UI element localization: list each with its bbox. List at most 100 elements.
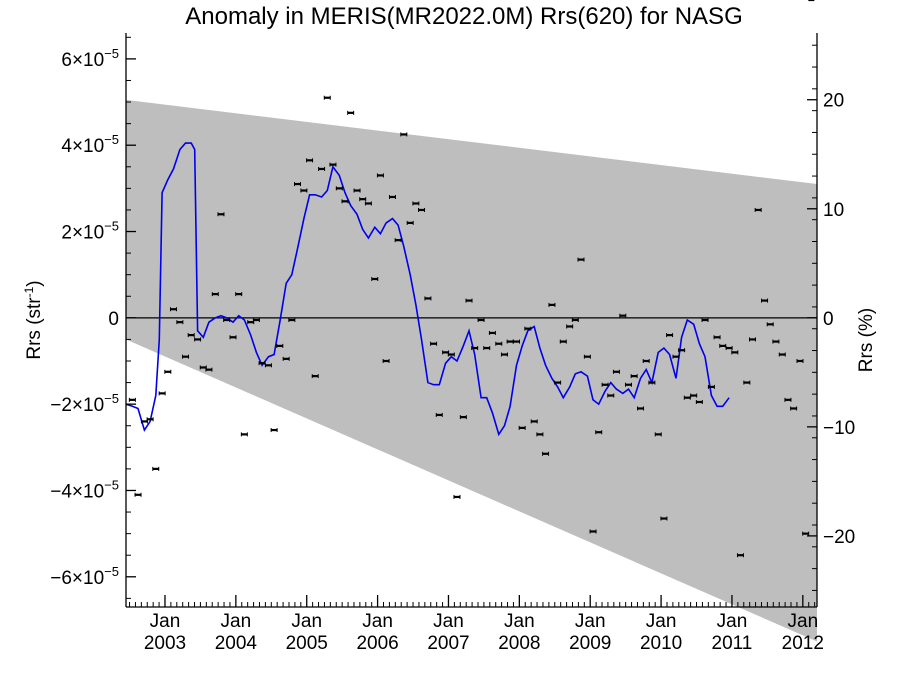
data-point <box>359 197 367 202</box>
data-point <box>796 359 804 363</box>
y-right-tick-label: 0 <box>823 309 834 330</box>
data-point <box>300 188 308 193</box>
data-point <box>536 432 544 437</box>
data-point <box>583 354 591 359</box>
x-tick-month-label: Jan <box>221 611 252 632</box>
y-right-tick-label: 20 <box>823 91 844 112</box>
data-point <box>701 318 709 322</box>
data-point <box>329 162 337 167</box>
data-point <box>542 451 550 456</box>
data-point <box>205 367 213 372</box>
data-point <box>624 382 632 387</box>
data-point <box>471 346 479 351</box>
data-point <box>513 339 521 344</box>
data-point <box>459 415 467 420</box>
data-point <box>353 188 361 193</box>
data-point <box>571 318 579 322</box>
data-point <box>672 354 680 359</box>
data-point <box>754 207 762 212</box>
y-left-tick-label: 0 <box>108 309 119 330</box>
data-point <box>654 432 662 437</box>
data-point <box>364 201 372 206</box>
y-left-tick-label: −2×10−5 <box>50 391 119 416</box>
data-point <box>595 430 603 435</box>
data-point <box>270 428 278 433</box>
data-point <box>648 380 656 385</box>
data-point <box>217 212 225 217</box>
data-point <box>306 158 314 163</box>
data-point <box>743 380 751 385</box>
data-point <box>382 359 390 363</box>
data-point <box>447 352 455 357</box>
uncertainty-band-layer <box>126 99 817 642</box>
x-tick-month-label: Jan <box>291 611 322 632</box>
data-point <box>164 369 172 374</box>
data-point <box>394 238 402 243</box>
data-point <box>323 95 331 100</box>
data-point <box>500 352 508 357</box>
anomaly-points-layer <box>128 0 815 558</box>
data-point <box>577 257 585 262</box>
plot-frame-layer <box>125 33 818 608</box>
data-point <box>736 553 744 558</box>
data-point <box>376 173 384 178</box>
x-tick-month-label: Jan <box>150 611 181 632</box>
y-right-tick-label: −10 <box>823 418 855 439</box>
data-point <box>566 324 574 329</box>
y-left-tick-label: 4×10−5 <box>61 132 119 157</box>
data-point <box>211 292 219 297</box>
x-tick-month-label: Jan <box>504 611 535 632</box>
data-point <box>187 333 195 338</box>
y-left-tick-label: −6×10−5 <box>50 564 119 589</box>
x-tick-year-label: 2010 <box>640 633 682 654</box>
data-point <box>524 326 532 331</box>
data-point <box>194 337 202 342</box>
y-right-tick-label: 10 <box>823 200 844 221</box>
data-point <box>642 359 650 363</box>
data-point <box>749 337 757 342</box>
data-point <box>695 400 703 404</box>
data-point <box>158 391 166 396</box>
data-point <box>371 277 379 281</box>
x-tick-month-label: Jan <box>717 611 748 632</box>
data-point <box>790 406 798 411</box>
data-point <box>223 318 231 322</box>
smoothed-series-layer <box>126 142 730 437</box>
data-point <box>559 339 567 344</box>
data-point <box>802 531 810 536</box>
data-point <box>678 348 686 353</box>
data-point <box>465 298 473 303</box>
x-tick-month-label: Jan <box>788 611 819 632</box>
chart-title: Anomaly in MERIS(MR2022.0M) Rrs(620) for… <box>185 3 742 30</box>
data-point <box>637 406 645 411</box>
data-point <box>778 352 786 357</box>
data-point <box>601 382 609 387</box>
smoothed-series-line <box>126 142 730 437</box>
data-point <box>169 307 177 312</box>
data-point <box>690 393 698 398</box>
y-left-tick-exponent: −5 <box>104 132 119 147</box>
data-point <box>435 412 443 417</box>
data-point <box>400 132 408 137</box>
data-point <box>288 318 296 322</box>
data-point <box>276 343 284 348</box>
data-point <box>530 419 538 424</box>
data-point <box>477 318 485 322</box>
y-left-tick-mantissa: 4×10 <box>61 136 104 157</box>
data-point <box>176 320 184 325</box>
data-point <box>418 207 426 212</box>
y-axis-left-label-close: ) <box>24 280 45 286</box>
axis-ticks-layer: 6×10−54×10−52×10−50−2×10−5−4×10−5−6×10−5… <box>50 36 855 654</box>
x-tick-year-label: 2012 <box>782 633 824 654</box>
data-point <box>660 516 668 521</box>
data-point <box>761 298 769 303</box>
y-left-tick-exponent: −5 <box>104 46 119 61</box>
y-left-tick-mantissa: −4×10 <box>50 481 104 502</box>
data-point <box>128 397 136 402</box>
y-left-tick-exponent: −5 <box>104 391 119 406</box>
data-point <box>612 369 620 374</box>
data-point <box>146 417 154 422</box>
data-point <box>282 356 290 361</box>
data-point <box>388 195 396 199</box>
